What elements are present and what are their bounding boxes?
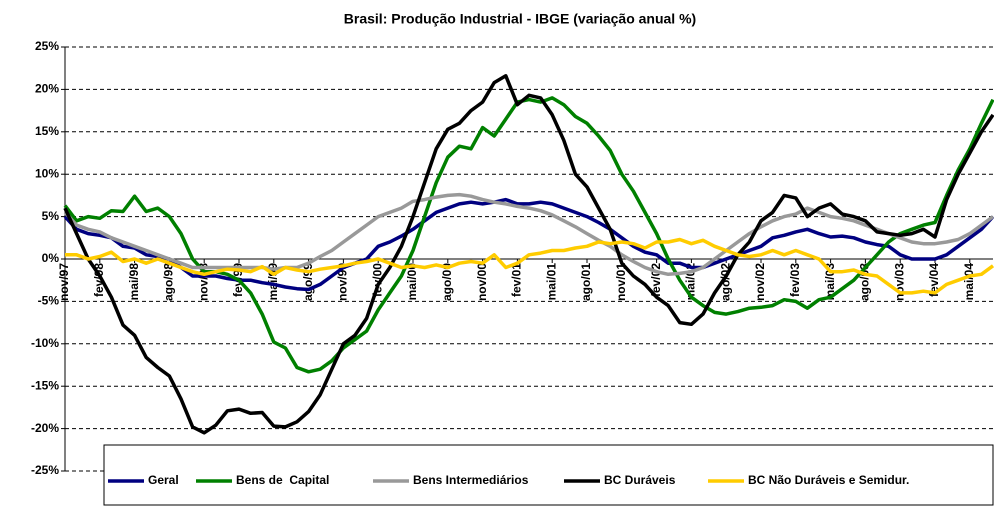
y-tick-label: -15% [31, 378, 59, 392]
x-tick-label: ago/00 [440, 263, 454, 301]
legend-label: Bens Intermediários [413, 473, 529, 487]
legend-label: Geral [148, 473, 179, 487]
x-tick-label: nov/03 [892, 263, 906, 301]
series-line [63, 197, 994, 292]
x-tick-label: nov/02 [753, 263, 767, 301]
x-tick-label: nov/97 [57, 263, 71, 301]
y-tick-label: 5% [42, 209, 60, 223]
legend: Geral Bens de Capital Bens Intermediários B… [103, 444, 994, 506]
y-tick-label: 20% [35, 82, 59, 96]
legend-label: Bens de Capital [236, 473, 329, 487]
y-tick-label: 0% [42, 251, 60, 265]
x-tick-label: ago/98 [162, 263, 176, 301]
x-tick-label: fev/01 [510, 263, 524, 297]
y-tick-label: 25% [35, 39, 59, 53]
x-tick-label: fev/03 [788, 263, 802, 297]
x-tick-label: mai/00 [405, 263, 419, 301]
series-line [65, 237, 994, 295]
legend-label: BC Duráveis [604, 473, 676, 487]
y-tick-label: 15% [35, 124, 59, 138]
legend-box [103, 444, 994, 506]
x-tick-label: nov/01 [614, 263, 628, 301]
x-tick-label: mai/04 [962, 263, 976, 301]
legend-label: BC Não Duráveis e Semidur. [748, 473, 909, 487]
x-tick-label: fev/00 [370, 263, 384, 297]
y-tick-label: 10% [35, 166, 59, 180]
chart-title: Brasil: Produção Industrial - IBGE (vari… [344, 11, 696, 27]
series-line [63, 192, 994, 277]
x-tick-label: ago/01 [579, 263, 593, 301]
x-tick-label: nov/00 [475, 263, 489, 301]
x-tick-label: mai/98 [127, 263, 141, 301]
x-tick-label: mai/01 [544, 263, 558, 301]
y-tick-label: -10% [31, 336, 59, 350]
y-tick-label: -5% [38, 294, 60, 308]
series-line [63, 74, 994, 435]
x-tick-label: fev/04 [927, 263, 941, 297]
series-line [63, 96, 994, 374]
x-tick-label: ago/99 [301, 263, 315, 301]
y-tick-label: -20% [31, 421, 59, 435]
y-tick-label: -25% [31, 463, 59, 477]
